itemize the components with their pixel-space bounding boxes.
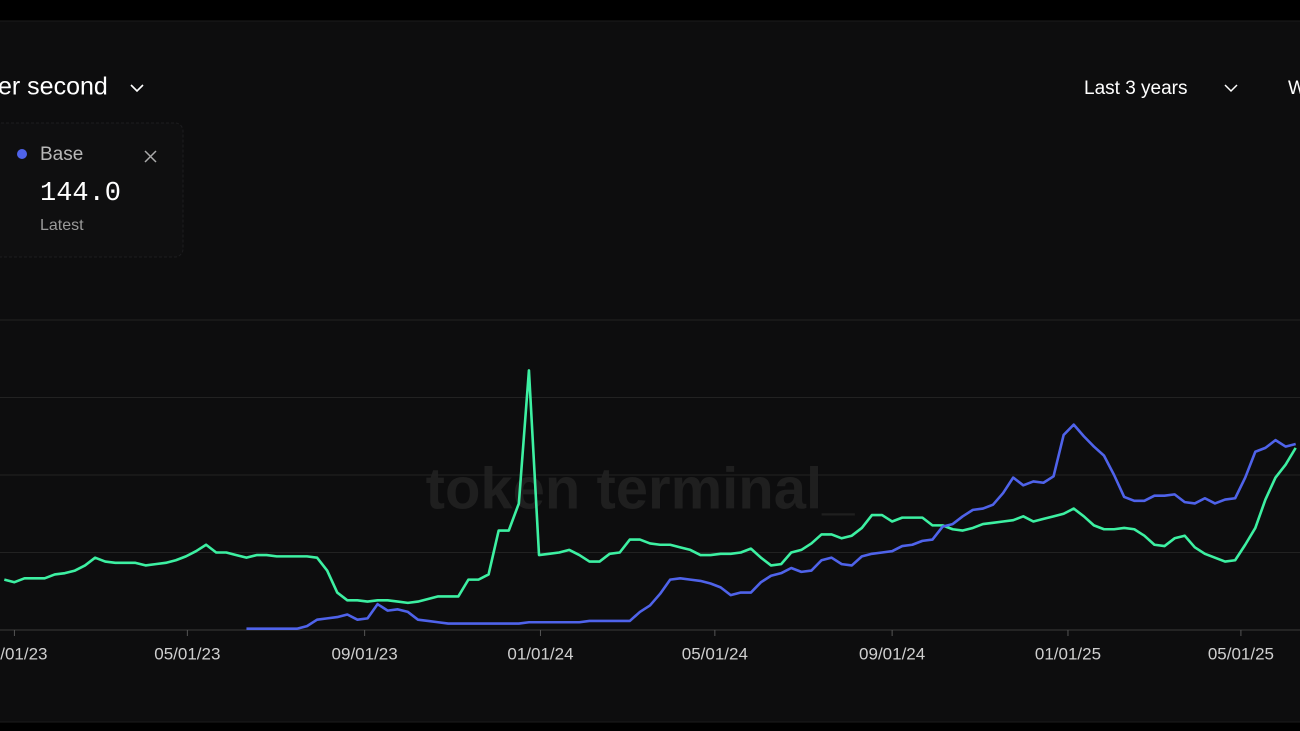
right-control[interactable]: W <box>1288 78 1300 99</box>
x-tick-label: 05/01/25 <box>1208 644 1274 663</box>
latest-caption: Latest <box>40 217 84 234</box>
chevron <box>130 84 144 93</box>
watermark: token terminal_ <box>426 456 855 521</box>
close-button[interactable] <box>144 150 157 163</box>
panel <box>0 20 1300 723</box>
legend-box <box>0 122 184 258</box>
chevron <box>1224 84 1238 93</box>
x-tick-label: 05/01/24 <box>682 644 748 663</box>
legend-name: Base <box>40 144 83 165</box>
x-tick-label: 09/01/23 <box>332 644 398 663</box>
range-selector[interactable]: Last 3 years <box>1084 78 1238 99</box>
series-line <box>246 423 1297 631</box>
latest-value: 144.0 <box>40 179 121 209</box>
metric-selector[interactable]: er second <box>0 73 144 101</box>
x-tick-label: 01/01/25 <box>1035 644 1101 663</box>
legend-dot <box>17 149 27 159</box>
range-label: Last 3 years <box>1084 78 1188 99</box>
x-tick-label: 01/01/23 <box>0 644 48 663</box>
chart-title: er second <box>0 73 108 101</box>
legend-card: Base 144.0 Latest <box>0 122 184 258</box>
x-tick-label: 09/01/24 <box>859 644 925 663</box>
x-tick-label: 05/01/23 <box>154 644 220 663</box>
close-icon <box>144 150 157 163</box>
x-tick-label: 01/01/24 <box>507 644 573 663</box>
series-line <box>3 369 1297 605</box>
